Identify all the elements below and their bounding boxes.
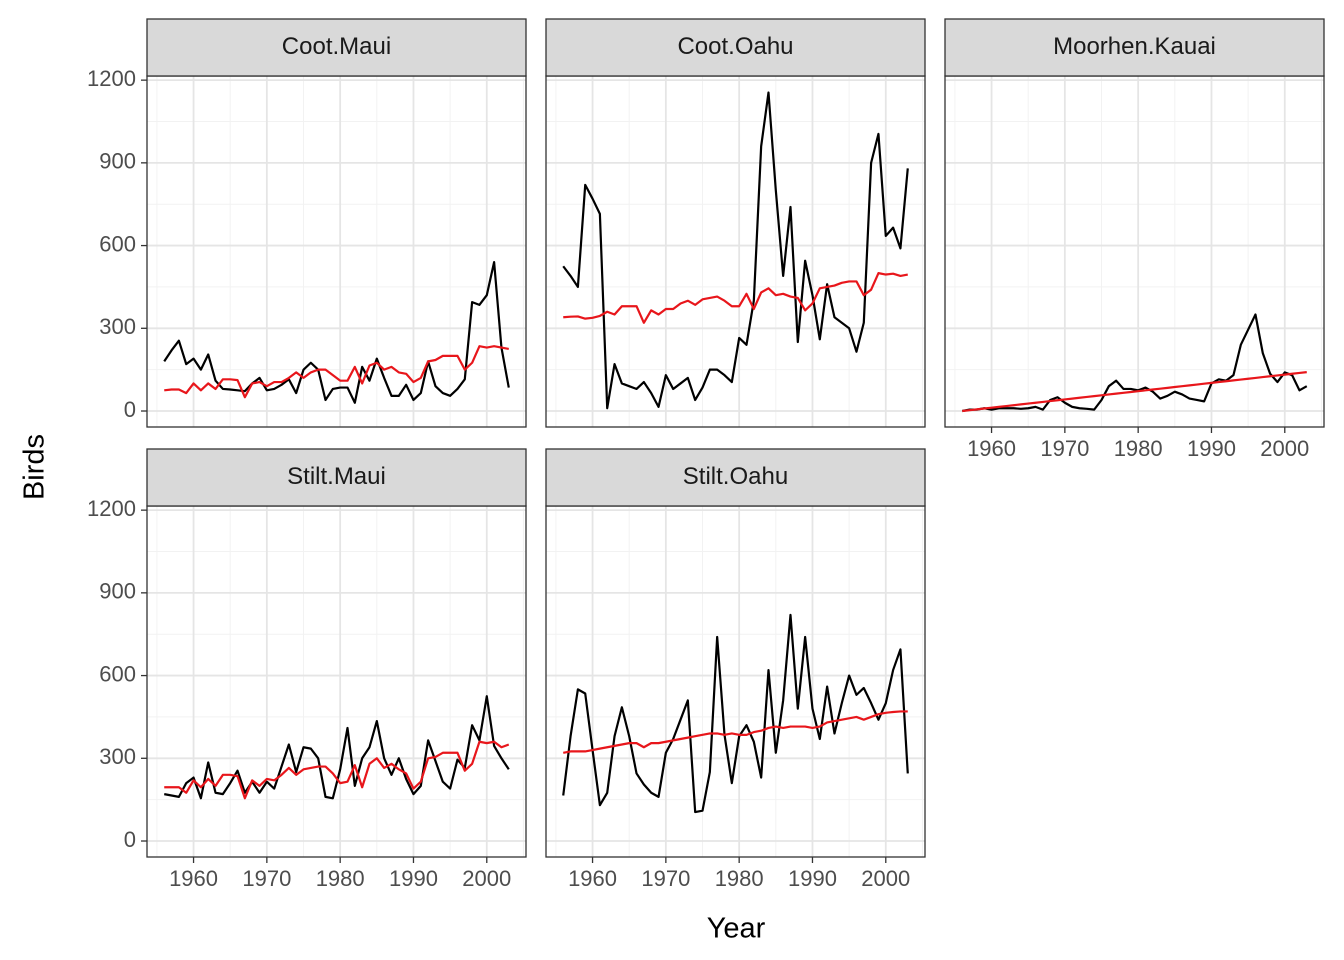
- y-tick-label: 0: [124, 397, 136, 422]
- strip-label: Stilt.Maui: [287, 463, 386, 490]
- y-tick-label: 600: [99, 231, 136, 256]
- x-tick-label: 1980: [715, 866, 764, 891]
- x-tick-label: 1980: [1114, 436, 1163, 461]
- strip: [944, 18, 1325, 77]
- x-tick-label: 1990: [1187, 436, 1236, 461]
- x-tick-label: 1960: [169, 866, 218, 891]
- x-tick-label: 1990: [788, 866, 837, 891]
- x-tick-label: 2000: [462, 866, 511, 891]
- x-tick-label: 1970: [1040, 436, 1089, 461]
- y-tick-label: 300: [99, 744, 136, 769]
- series-line: [562, 91, 909, 410]
- x-tick-label: 1980: [316, 866, 365, 891]
- x-tick-label: 1960: [568, 866, 617, 891]
- panel-background: [546, 506, 925, 857]
- series-line: [163, 261, 510, 404]
- series-line: [164, 695, 510, 800]
- strip: [545, 448, 926, 507]
- strip-label: Stilt.Oahu: [683, 463, 788, 490]
- series-line: [563, 272, 908, 324]
- y-tick-label: 900: [99, 149, 136, 174]
- y-tick-label: 1200: [87, 496, 136, 521]
- series-line: [562, 613, 909, 814]
- series-line: [563, 710, 908, 754]
- panel-background: [147, 76, 526, 427]
- strip: [146, 448, 527, 507]
- series-line: [962, 371, 1307, 413]
- series-line: [164, 345, 509, 399]
- x-tick-label: 2000: [1260, 436, 1309, 461]
- strip: [146, 18, 527, 77]
- strip-label: Coot.Maui: [282, 33, 391, 60]
- x-tick-label: 1970: [641, 866, 690, 891]
- series-line: [164, 740, 510, 800]
- x-tick-label: 2000: [861, 866, 910, 891]
- x-tick-label: 1960: [967, 436, 1016, 461]
- y-tick-label: 600: [99, 661, 136, 686]
- y-tick-label: 1200: [87, 66, 136, 91]
- y-tick-label: 300: [99, 314, 136, 339]
- panel-background: [945, 76, 1324, 427]
- panel-background: [147, 506, 526, 857]
- x-axis-title: Year: [707, 913, 766, 945]
- y-tick-label: 900: [99, 579, 136, 604]
- y-tick-label: 0: [124, 827, 136, 852]
- x-tick-label: 1970: [242, 866, 291, 891]
- strip-label: Coot.Oahu: [677, 33, 793, 60]
- strip-label: Moorhen.Kauai: [1053, 33, 1216, 60]
- x-tick-label: 1990: [389, 866, 438, 891]
- strip: [545, 18, 926, 77]
- panel-background: [546, 76, 925, 427]
- y-axis-title: Birds: [19, 434, 51, 500]
- series-line: [962, 313, 1308, 413]
